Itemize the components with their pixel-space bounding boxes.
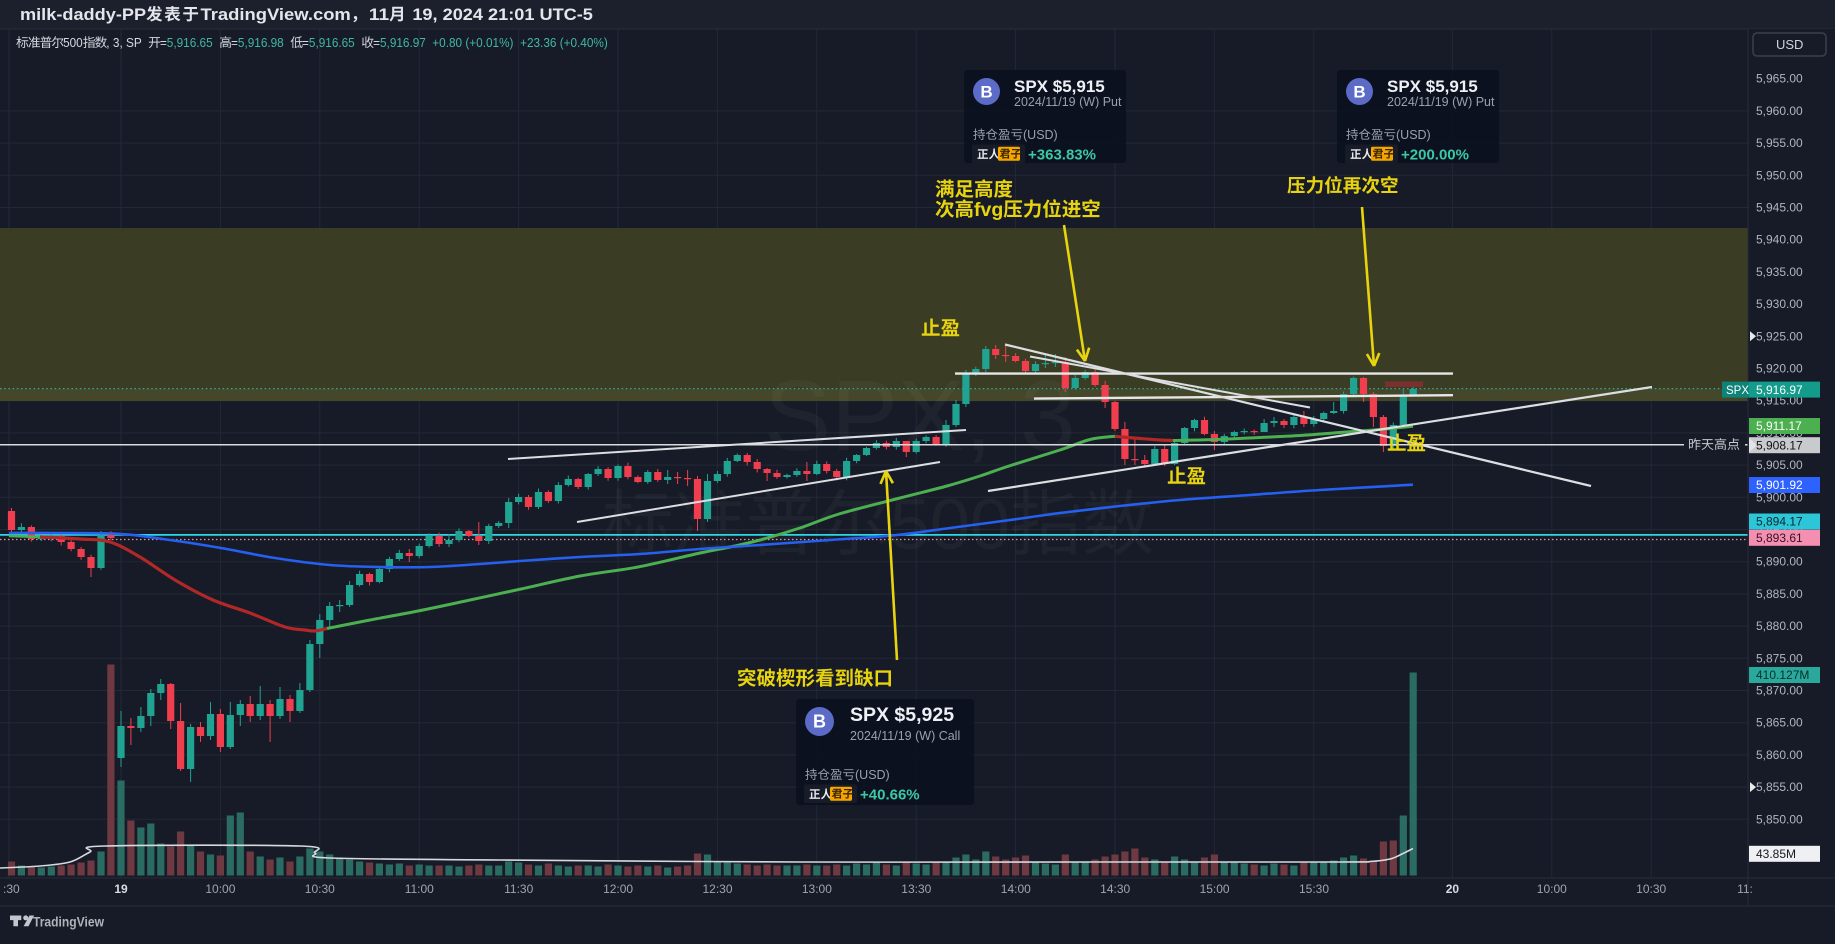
svg-text:5,894.17: 5,894.17 <box>1756 515 1803 529</box>
svg-text:5,930.00: 5,930.00 <box>1756 297 1803 311</box>
svg-text:=: = <box>231 35 238 50</box>
svg-text:14:00: 14:00 <box>1001 882 1031 896</box>
svg-text:5,908.17: 5,908.17 <box>1756 438 1803 452</box>
svg-text:5,855.00: 5,855.00 <box>1756 780 1803 794</box>
svg-text:=: = <box>373 35 380 50</box>
svg-text:13:30: 13:30 <box>901 882 931 896</box>
svg-text:milk-daddy-PP: milk-daddy-PP <box>20 6 146 24</box>
svg-text:5,901.92: 5,901.92 <box>1756 478 1803 492</box>
svg-text:5,935.00: 5,935.00 <box>1756 265 1803 279</box>
svg-text:12:30: 12:30 <box>702 882 732 896</box>
svg-text:B: B <box>1353 83 1365 102</box>
svg-text:5,960.00: 5,960.00 <box>1756 104 1803 118</box>
svg-text:2024/11/19 (W) Call: 2024/11/19 (W) Call <box>850 729 960 743</box>
svg-text:+363.83%: +363.83% <box>1028 146 1096 163</box>
svg-text:5,950.00: 5,950.00 <box>1756 168 1803 182</box>
svg-text:SPX, 3: SPX, 3 <box>764 360 1075 472</box>
svg-text:USD: USD <box>1776 37 1803 52</box>
svg-text:TradingView.com: TradingView.com <box>201 6 351 24</box>
svg-text:10:30: 10:30 <box>1636 882 1666 896</box>
svg-text:5,920.00: 5,920.00 <box>1756 362 1803 376</box>
svg-text:5,905.00: 5,905.00 <box>1756 458 1803 472</box>
svg-text:=: = <box>160 35 167 50</box>
svg-text:+40.66%: +40.66% <box>860 786 920 803</box>
svg-text:10:00: 10:00 <box>1537 882 1567 896</box>
svg-text:11:00: 11:00 <box>405 882 434 896</box>
svg-text::30: :30 <box>3 882 20 896</box>
svg-text:43.85M: 43.85M <box>1756 847 1796 861</box>
svg-text:13:00: 13:00 <box>802 882 832 896</box>
svg-text:5,880.00: 5,880.00 <box>1756 619 1803 633</box>
svg-text:TradingView: TradingView <box>33 915 104 930</box>
svg-text:5,911.17: 5,911.17 <box>1756 419 1802 433</box>
svg-text:, 3, SP: , 3, SP <box>106 35 148 50</box>
svg-text:14:30: 14:30 <box>1100 882 1130 896</box>
svg-text:11:: 11: <box>1737 882 1753 896</box>
svg-text:(USD): (USD) <box>1023 128 1058 142</box>
svg-text:5,965.00: 5,965.00 <box>1756 72 1803 86</box>
svg-text:5,940.00: 5,940.00 <box>1756 233 1803 247</box>
svg-text:5,893.61: 5,893.61 <box>1756 531 1803 545</box>
svg-text:5,870.00: 5,870.00 <box>1756 684 1803 698</box>
svg-text:15:00: 15:00 <box>1200 882 1230 896</box>
svg-text:5,900.00: 5,900.00 <box>1756 490 1803 504</box>
svg-text:10:00: 10:00 <box>205 882 235 896</box>
svg-text:5,955.00: 5,955.00 <box>1756 136 1803 150</box>
svg-text:500: 500 <box>63 35 83 50</box>
svg-text:5,885.00: 5,885.00 <box>1756 587 1803 601</box>
svg-text:B: B <box>813 712 826 732</box>
svg-text:15:30: 15:30 <box>1299 882 1329 896</box>
svg-text:2024/11/19 (W) Put: 2024/11/19 (W) Put <box>1014 95 1122 109</box>
svg-text:5,945.00: 5,945.00 <box>1756 201 1803 215</box>
svg-text:5,925.00: 5,925.00 <box>1756 329 1803 343</box>
svg-text:5,916.97: 5,916.97 <box>1756 383 1803 397</box>
svg-text:SPX: SPX <box>1726 385 1749 397</box>
svg-text:19: 19 <box>114 882 128 896</box>
svg-text:SPX $5,915: SPX $5,915 <box>1014 77 1105 96</box>
svg-text:+0.80 (+0.01%): +0.80 (+0.01%) <box>432 35 520 50</box>
svg-text:5,916.65: 5,916.65 <box>167 35 219 50</box>
svg-text:5,875.00: 5,875.00 <box>1756 651 1803 665</box>
svg-text:19, 2024 21:01 UTC-5: 19, 2024 21:01 UTC-5 <box>407 6 593 24</box>
svg-text:5,916.98: 5,916.98 <box>238 35 290 50</box>
svg-text:410.127M: 410.127M <box>1756 668 1809 682</box>
svg-text:SPX $5,925: SPX $5,925 <box>850 704 954 726</box>
svg-text:5,850.00: 5,850.00 <box>1756 812 1803 826</box>
svg-text:SPX $5,915: SPX $5,915 <box>1387 77 1478 96</box>
svg-text:2024/11/19 (W) Put: 2024/11/19 (W) Put <box>1387 95 1495 109</box>
svg-text:5,865.00: 5,865.00 <box>1756 716 1803 730</box>
svg-text:5,860.00: 5,860.00 <box>1756 748 1803 762</box>
svg-text:5,890.00: 5,890.00 <box>1756 555 1803 569</box>
svg-text:20: 20 <box>1446 882 1460 896</box>
svg-text:fvg: fvg <box>974 199 1003 221</box>
svg-text:12:00: 12:00 <box>603 882 633 896</box>
svg-text:5,916.97: 5,916.97 <box>380 35 432 50</box>
svg-text:11: 11 <box>369 6 389 24</box>
svg-text:+200.00%: +200.00% <box>1401 146 1469 163</box>
svg-text:(USD): (USD) <box>1396 128 1431 142</box>
svg-text:5,916.65: 5,916.65 <box>309 35 361 50</box>
svg-text:10:30: 10:30 <box>305 882 335 896</box>
svg-text:(USD): (USD) <box>855 768 890 782</box>
svg-text:11:30: 11:30 <box>504 882 533 896</box>
svg-text:+23.36 (+0.40%): +23.36 (+0.40%) <box>520 35 608 50</box>
svg-text:=: = <box>302 35 309 50</box>
svg-text:B: B <box>980 83 992 102</box>
